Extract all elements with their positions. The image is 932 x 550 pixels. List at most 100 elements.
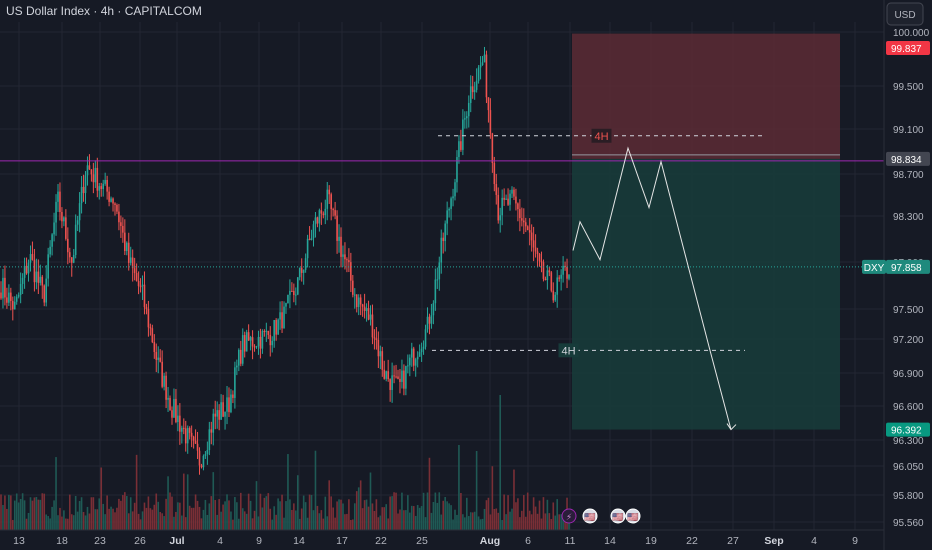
candle-body xyxy=(326,189,329,209)
volume-bar xyxy=(236,502,238,530)
candle-body xyxy=(206,450,209,455)
candle-body xyxy=(61,211,63,222)
volume-bar xyxy=(546,499,549,530)
volume-bar xyxy=(267,493,270,530)
volume-bar xyxy=(458,445,460,530)
candle-body xyxy=(228,397,230,413)
volume-bar xyxy=(285,501,287,530)
candle-body xyxy=(357,297,360,308)
candle-body xyxy=(137,280,140,287)
volume-bar xyxy=(389,496,391,530)
volume-bar xyxy=(532,497,535,530)
volume-bar xyxy=(438,492,441,530)
volume-bar xyxy=(208,503,211,530)
candle-body xyxy=(253,346,256,348)
candle-body xyxy=(316,217,319,224)
candle-body xyxy=(216,410,218,417)
volume-bar xyxy=(430,512,433,530)
candle-body xyxy=(302,269,305,273)
volume-bar xyxy=(53,500,55,530)
symbol-badge-label: DXY xyxy=(864,263,885,274)
volume-bar xyxy=(304,502,307,530)
candle-body xyxy=(59,191,61,212)
candle-body xyxy=(456,157,458,183)
level-label-bg xyxy=(591,128,612,143)
flag-icon[interactable]: 🇺🇸 xyxy=(610,508,626,524)
volume-bar xyxy=(418,507,421,530)
volume-bar xyxy=(232,519,234,530)
candle-body xyxy=(422,346,425,349)
candle-body xyxy=(265,330,268,332)
projection-path[interactable] xyxy=(572,146,732,430)
volume-bar xyxy=(465,497,468,530)
candle-body xyxy=(300,267,303,273)
time-axis[interactable]: 13 18 23 26 Jul 4 9 14 17 22 25 Aug 6 11 14 19 22 27 Sep 4 9 xyxy=(0,529,884,547)
candle-body xyxy=(171,410,173,418)
volume-bar xyxy=(338,499,340,530)
volume-bar xyxy=(524,516,527,530)
volume-bar xyxy=(141,511,144,530)
volume-bar xyxy=(114,512,116,530)
candle-body xyxy=(279,312,281,320)
candle-body xyxy=(371,314,374,338)
volume-bar xyxy=(84,515,87,530)
volume-bar xyxy=(281,494,283,530)
volume-bar xyxy=(489,514,492,530)
volume-bar xyxy=(401,492,403,530)
volume-bar xyxy=(302,495,305,530)
volume-bar xyxy=(497,512,500,530)
level-label: 4H xyxy=(594,131,608,143)
candle-body xyxy=(245,332,248,352)
candle-body xyxy=(208,429,211,451)
volume-bar xyxy=(263,497,266,530)
volume-bar xyxy=(340,499,342,530)
price-axis[interactable]: 100.00099.50099.10098.70098.30097.90097.… xyxy=(883,0,932,550)
x-tick-label: 9 xyxy=(256,535,262,547)
event-icons[interactable]: ⚡ 🇺🇸 🇺🇸 🇺🇸 xyxy=(561,508,641,524)
candle-body xyxy=(401,370,403,382)
candle-body xyxy=(338,236,340,241)
take-profit-zone[interactable] xyxy=(572,158,840,430)
volume-bar xyxy=(29,497,32,530)
level-label: 4H xyxy=(561,345,575,357)
volume-bar xyxy=(78,501,81,530)
volume-bar xyxy=(37,499,40,530)
candle-body xyxy=(283,306,285,329)
volume-bar xyxy=(460,493,462,530)
candle-body xyxy=(261,331,264,349)
volume-bar xyxy=(373,511,376,530)
volume-bar xyxy=(310,494,313,530)
volume-bar xyxy=(428,457,431,530)
volume-bar xyxy=(534,506,537,530)
volume-bar xyxy=(289,499,291,530)
volume-bar xyxy=(27,512,30,530)
flag-icon[interactable]: 🇺🇸 xyxy=(625,508,641,524)
currency-button[interactable]: USD xyxy=(886,2,924,26)
volume-bar xyxy=(13,500,16,530)
lightning-icon[interactable]: ⚡ xyxy=(561,508,577,524)
candle-body xyxy=(0,292,2,299)
stop-loss-zone[interactable] xyxy=(572,33,840,159)
volume-bar xyxy=(306,517,309,530)
candle-body xyxy=(63,217,65,222)
volume-bar xyxy=(367,506,370,530)
volume-bar xyxy=(562,517,564,530)
candle-body xyxy=(27,262,30,274)
candle-body xyxy=(477,67,480,81)
volume-bar xyxy=(357,487,360,530)
flag-icon[interactable]: 🇺🇸 xyxy=(582,508,598,524)
candle-body xyxy=(186,428,189,444)
volume-bar xyxy=(43,493,46,530)
candle-body xyxy=(161,361,163,387)
volume-bar xyxy=(194,494,197,530)
volume-bars xyxy=(0,395,570,530)
volume-bar xyxy=(536,513,539,530)
svg-text:🇺🇸: 🇺🇸 xyxy=(584,512,595,522)
candle-body xyxy=(532,240,535,248)
candle-body xyxy=(424,329,427,347)
candle-body xyxy=(82,186,85,194)
volume-bar xyxy=(399,509,401,530)
y-tick-label: 100.000 xyxy=(893,28,930,39)
candle-body xyxy=(534,247,537,252)
